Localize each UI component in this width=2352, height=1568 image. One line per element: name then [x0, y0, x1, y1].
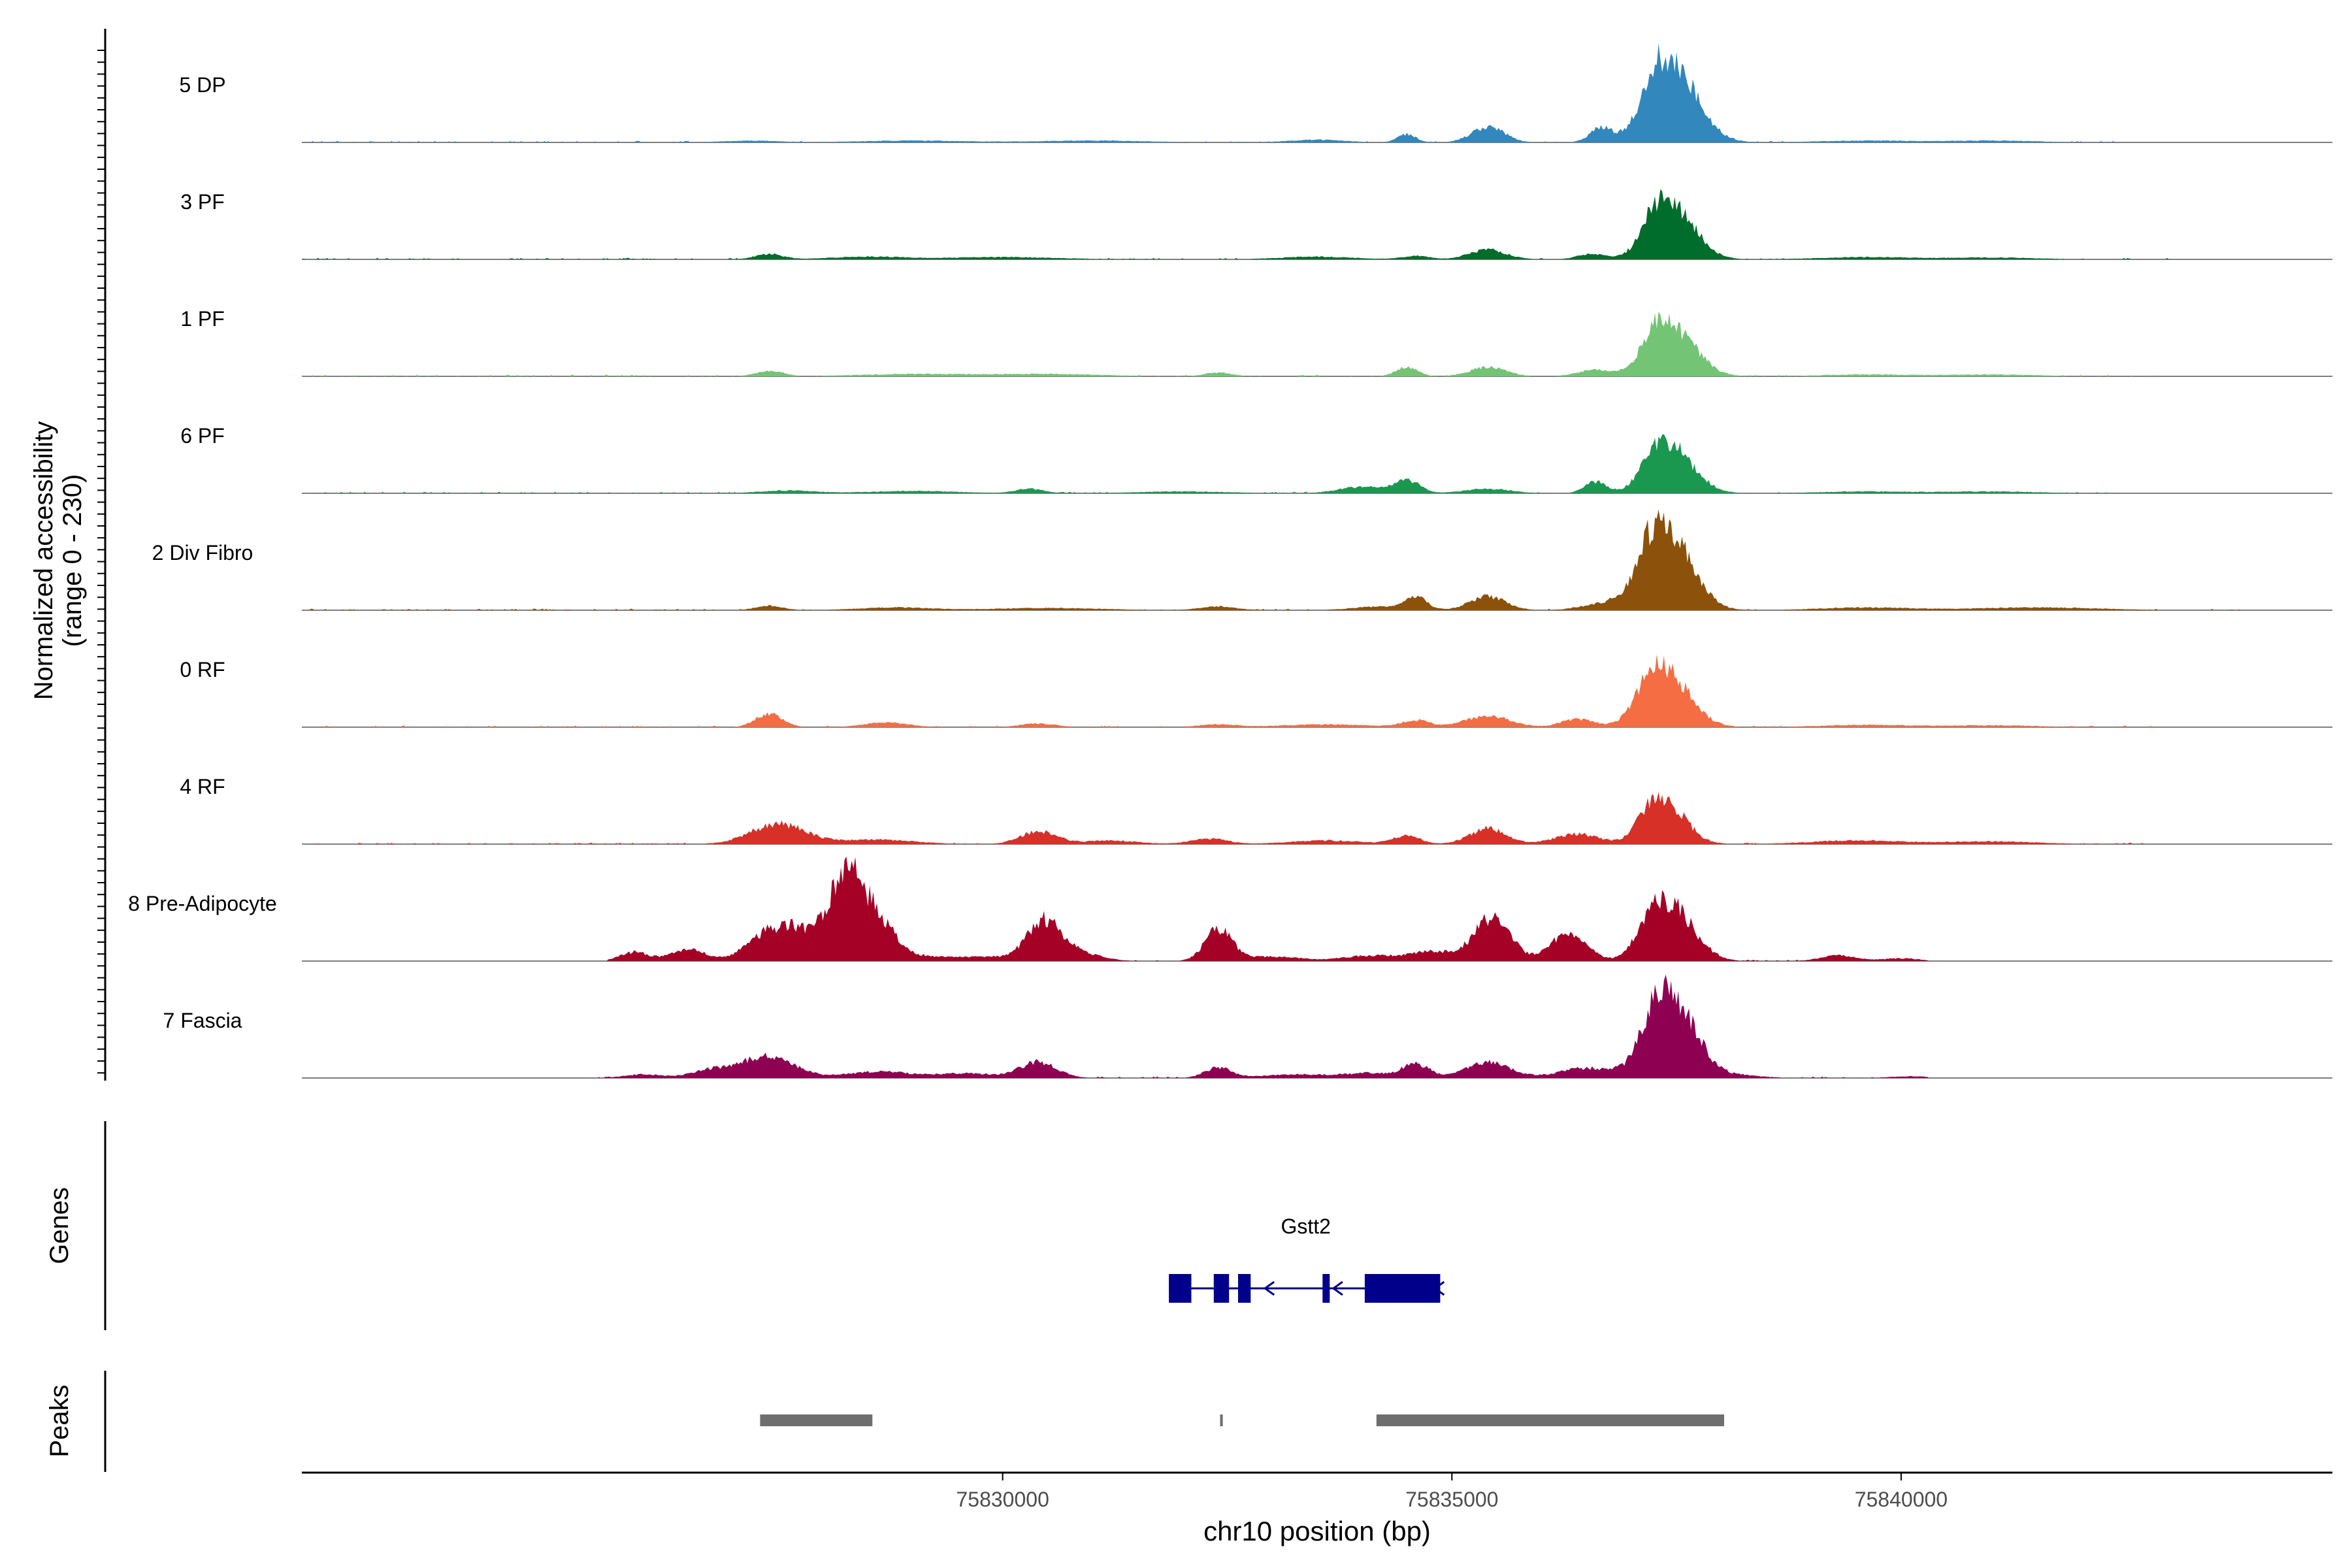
peak-region — [1220, 1414, 1223, 1426]
y-axis-label-line1: Normalized accessibility — [29, 421, 58, 700]
gene-exon — [1322, 1274, 1330, 1303]
gene-exon — [1238, 1274, 1251, 1303]
track-1-pf: 1 PF — [180, 307, 2332, 377]
track-label: 7 Fascia — [163, 1009, 242, 1032]
coverage-area — [302, 434, 2117, 493]
coverage-area — [302, 509, 2243, 610]
peak-region — [1376, 1414, 1724, 1426]
track-label: 4 RF — [180, 775, 225, 798]
track-2-div-fibro: 2 Div Fibro — [152, 509, 2332, 611]
track-6-pf: 6 PF — [180, 424, 2332, 494]
gene-track: Gstt2 — [1169, 1215, 1445, 1303]
x-axis-label: chr10 position (bp) — [1203, 1516, 1431, 1546]
coverage-area — [302, 43, 2117, 142]
strand-arrow — [1433, 1281, 1445, 1296]
gene-exon — [1169, 1274, 1192, 1303]
gene-exon — [1364, 1274, 1441, 1303]
coverage-area — [302, 792, 2153, 844]
coverage-area — [607, 857, 1929, 961]
coverage-left-axis-ticks — [97, 50, 105, 1074]
y-axis-label-line2: (range 0 - 230) — [58, 474, 87, 647]
track-label: 1 PF — [180, 307, 225, 331]
track-label: 0 RF — [180, 658, 225, 681]
gene-gstt2: Gstt2 — [1169, 1215, 1445, 1303]
x-tick-label: 75835000 — [1405, 1488, 1498, 1511]
track-label: 2 Div Fibro — [152, 541, 253, 564]
track-0-rf: 0 RF — [180, 654, 2332, 728]
peak-region — [760, 1414, 873, 1426]
gene-exon — [1213, 1274, 1230, 1303]
track-4-rf: 4 RF — [180, 775, 2332, 845]
x-tick-label: 75830000 — [956, 1488, 1049, 1511]
coverage-area — [302, 189, 2189, 259]
strand-arrow — [1263, 1281, 1275, 1296]
peak-track — [760, 1414, 1724, 1426]
track-label: 3 PF — [180, 190, 225, 214]
track-label: 6 PF — [180, 424, 225, 448]
coverage-area — [302, 654, 2153, 727]
coverage-area — [598, 974, 1929, 1078]
strand-arrow — [1331, 1281, 1343, 1296]
x-tick-label: 75840000 — [1855, 1488, 1948, 1511]
coverage-tracks: 5 DP 3 PF 1 PF 6 PF 2 Div Fibro 0 RF 4 RF 8 Pre… — [128, 43, 2332, 1079]
track-5-dp: 5 DP — [179, 43, 2332, 143]
x-axis-ticks: 75830000 75835000 75840000 — [956, 1473, 1948, 1511]
coverage-area — [302, 312, 2153, 376]
genes-panel-label: Genes — [45, 1187, 74, 1264]
gene-name: Gstt2 — [1281, 1215, 1330, 1238]
track-label: 8 Pre-Adipocyte — [128, 892, 277, 915]
track-8-pre-adipocyte: 8 Pre-Adipocyte — [128, 857, 2332, 962]
track-3-pf: 3 PF — [180, 189, 2332, 260]
track-7-fascia: 7 Fascia — [163, 974, 2332, 1079]
peaks-panel-label: Peaks — [45, 1384, 74, 1457]
track-label: 5 DP — [179, 73, 225, 97]
